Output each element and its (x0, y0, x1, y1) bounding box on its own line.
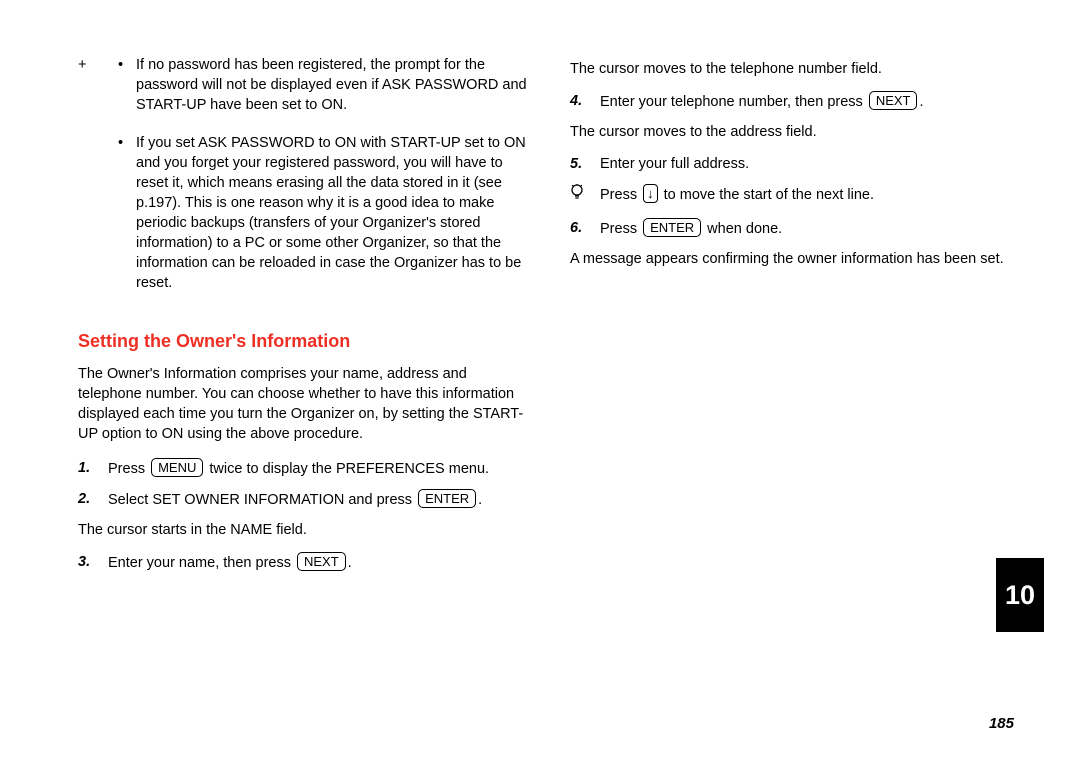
bullet-dot: • (118, 133, 136, 293)
step-item: 5. Enter your full address. (570, 154, 1020, 174)
body-text: The cursor moves to the address field. (570, 122, 1020, 142)
step-body: Enter your telephone number, then press … (600, 91, 1020, 112)
step-item: 2. Select SET OWNER INFORMATION and pres… (78, 489, 528, 510)
enter-key: ENTER (418, 489, 476, 508)
step-item: 3. Enter your name, then press NEXT. (78, 552, 528, 573)
tip-row: Press ↓ to move the start of the next li… (570, 184, 1020, 208)
left-column: + • If no password has been registered, … (78, 55, 528, 583)
bullet-dot: • (118, 55, 136, 115)
body-text: The cursor moves to the telephone number… (570, 59, 1020, 79)
step-item: 6. Press ENTER when done. (570, 218, 1020, 239)
step-text-post: twice to display the PREFERENCES menu. (205, 461, 489, 477)
bullet-text: If you set ASK PASSWORD to ON with START… (136, 133, 528, 293)
step-number: 6. (570, 218, 600, 239)
plus-marker: + (78, 55, 118, 311)
step-text-pre: Press (108, 461, 149, 477)
step-body: Press MENU twice to display the PREFEREN… (108, 458, 528, 479)
step-number: 3. (78, 552, 108, 573)
step-number: 4. (570, 91, 600, 112)
step-text-post: when done. (703, 221, 782, 237)
step-text-pre: Press (600, 221, 641, 237)
step-number: 2. (78, 489, 108, 510)
step-number: 1. (78, 458, 108, 479)
next-key: NEXT (297, 552, 346, 571)
step-text-pre: Select SET OWNER INFORMATION and press (108, 492, 416, 508)
tip-text-pre: Press (600, 187, 641, 203)
down-key: ↓ (643, 184, 658, 203)
step-text-pre: Enter your name, then press (108, 555, 295, 571)
enter-key: ENTER (643, 218, 701, 237)
step-number: 5. (570, 154, 600, 174)
bullet-list: • If no password has been registered, th… (118, 55, 528, 311)
tip-text-post: to move the start of the next line. (660, 187, 874, 203)
step-body: Enter your full address. (600, 154, 1020, 174)
menu-key: MENU (151, 458, 203, 477)
tip-icon-col (570, 184, 600, 208)
section-intro: The Owner's Information comprises your n… (78, 364, 528, 444)
list-item: • If you set ASK PASSWORD to ON with STA… (118, 133, 528, 293)
body-text: A message appears confirming the owner i… (570, 249, 1020, 269)
step-text: Enter your full address. (600, 156, 749, 172)
tip-body: Press ↓ to move the start of the next li… (600, 184, 1020, 208)
next-key: NEXT (869, 91, 918, 110)
step-body: Press ENTER when done. (600, 218, 1020, 239)
notes-block: + • If no password has been registered, … (78, 55, 528, 311)
page-number: 185 (989, 715, 1014, 732)
step-text-post: . (478, 492, 482, 508)
step-text-post: . (348, 555, 352, 571)
list-item: • If no password has been registered, th… (118, 55, 528, 115)
step-text-pre: Enter your telephone number, then press (600, 94, 867, 110)
step-body: Select SET OWNER INFORMATION and press E… (108, 489, 528, 510)
chapter-tab: 10 (996, 558, 1044, 632)
step-item: 1. Press MENU twice to display the PREFE… (78, 458, 528, 479)
step-text-post: . (919, 94, 923, 110)
right-column: The cursor moves to the telephone number… (570, 55, 1020, 583)
step-body: Enter your name, then press NEXT. (108, 552, 528, 573)
step-item: 4. Enter your telephone number, then pre… (570, 91, 1020, 112)
manual-page: + • If no password has been registered, … (0, 0, 1080, 760)
body-text: The cursor starts in the NAME field. (78, 520, 528, 540)
section-heading: Setting the Owner's Information (78, 329, 528, 354)
bullet-text: If no password has been registered, the … (136, 55, 528, 115)
two-column-layout: + • If no password has been registered, … (78, 55, 1020, 583)
lightbulb-icon (570, 184, 584, 208)
